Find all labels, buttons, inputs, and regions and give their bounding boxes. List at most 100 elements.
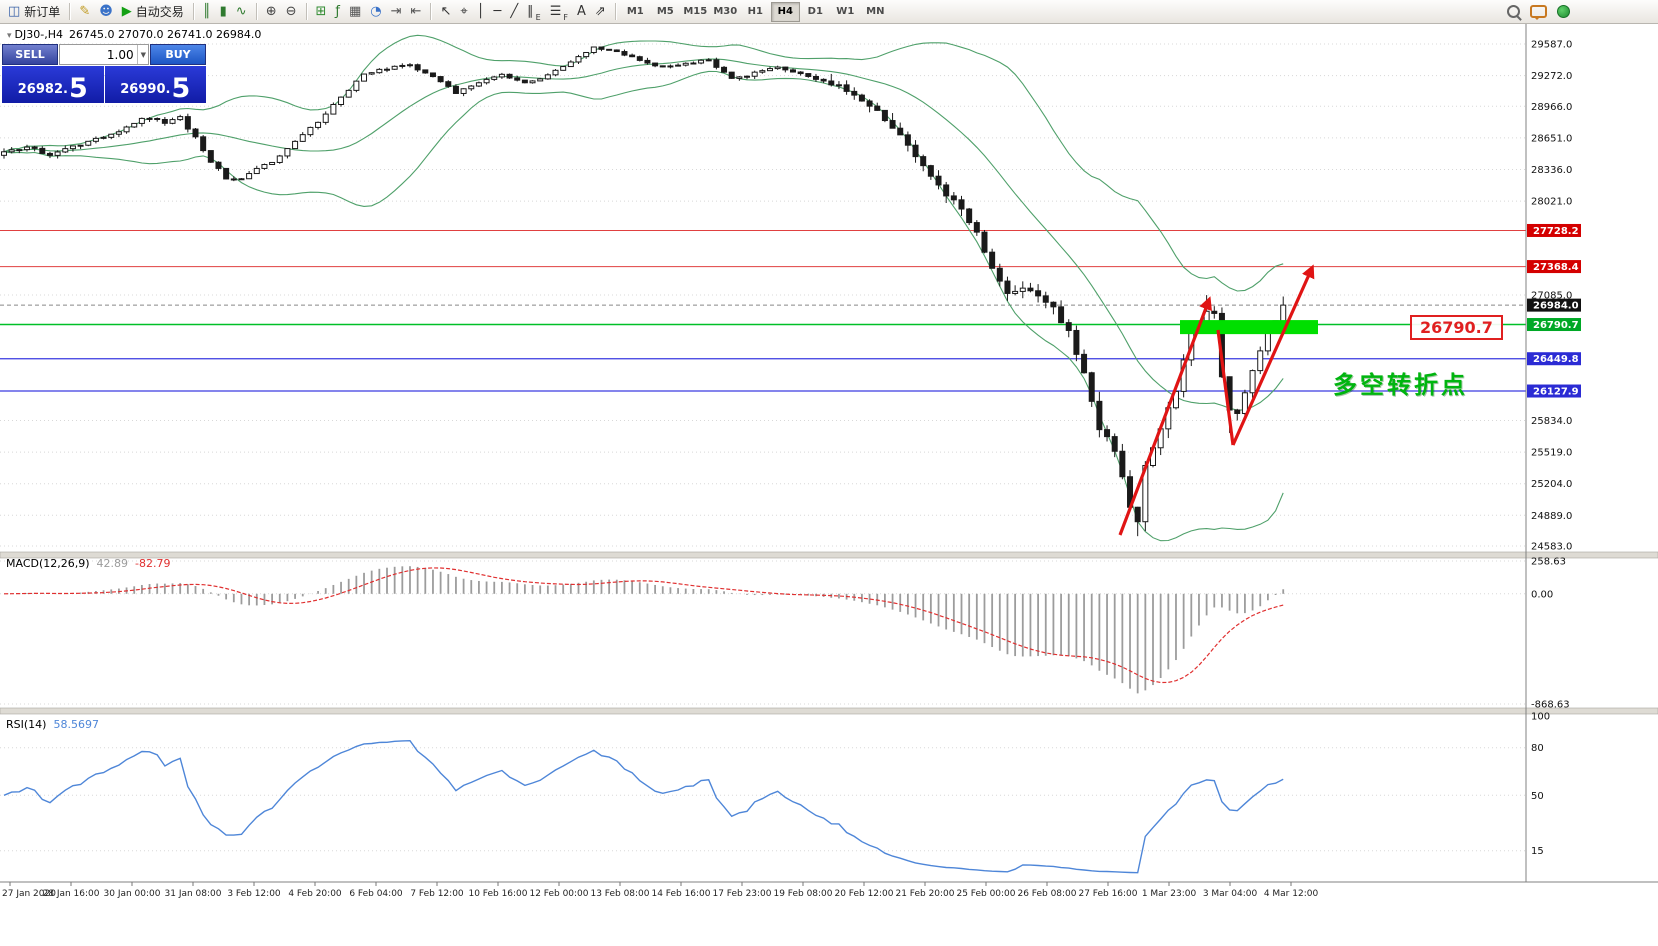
zoom-in-icon[interactable]: ⊕ [262,2,281,22]
timeframe-h4[interactable]: H4 [770,1,800,22]
auto-scroll-icon[interactable]: ⇥ [387,2,406,22]
turning-point-annotation[interactable]: 多空转折点 [1333,371,1468,399]
chart-menu-icon[interactable]: ▾ [7,31,12,41]
rsi-line [3,739,1284,874]
profiles-icon-glyph: ◔ [370,4,382,19]
volume-input[interactable]: 1.00 ▼ [59,44,149,65]
volume-dropdown-icon[interactable]: ▼ [136,45,146,64]
timeframe-m5[interactable]: M5 [656,6,674,17]
auto-trading-button-label: 自动交易 [135,5,184,19]
sell-price-main: 26982. [17,82,68,97]
text-icon[interactable]: A [573,2,590,22]
volume-value: 1.00 [106,47,134,62]
macd-name: MACD(12,26,9) [6,557,90,570]
bar-chart-icon[interactable]: ║ [199,2,215,22]
metaeditor-icon[interactable]: ✎ [75,2,94,22]
toolbar-separator [430,3,432,20]
fibonacci-icon[interactable]: ☰ F [546,2,572,22]
sell-price[interactable]: 26982. 5 [2,66,104,103]
rsi-indicator-label: RSI(14) 58.5697 [6,718,99,731]
buy-button[interactable]: BUY [150,44,206,65]
zone-price-label[interactable]: 26790.7 [1410,315,1503,340]
splitter-main-macd[interactable] [0,551,1658,559]
auto-scroll-icon-glyph: ⇥ [390,4,402,19]
zoom-out-icon[interactable]: ⊖ [282,2,301,22]
bollinger-upper-band [3,34,1284,292]
axis-tag-26449.8[interactable] [1527,352,1581,366]
sell-button[interactable]: SELL [2,44,58,65]
tile-windows-icon[interactable]: ⊞ [312,2,331,22]
templates-icon[interactable]: ▦ [345,2,365,22]
community-icon[interactable]: ☻ [95,2,117,22]
trend-arrow-2[interactable] [1216,329,1235,446]
svg-text:3 Feb 12:00: 3 Feb 12:00 [227,889,281,899]
svg-text:28 Jan 16:00: 28 Jan 16:00 [43,889,100,899]
chat-icon[interactable] [1530,5,1547,20]
svg-text:15: 15 [1531,846,1544,857]
macd-panel [0,560,1526,705]
svg-text:29272.0: 29272.0 [1531,71,1572,82]
svg-text:24583.0: 24583.0 [1531,541,1572,552]
splitter-macd-rsi[interactable] [0,707,1658,715]
vertical-line-icon[interactable]: │ [473,2,489,22]
line-chart-icon[interactable]: ∿ [232,2,251,22]
svg-text:80: 80 [1531,743,1544,754]
tile-windows-icon-glyph: ⊞ [315,4,327,19]
svg-text:25834.0: 25834.0 [1531,416,1572,427]
cursor-icon[interactable]: ↖ [436,2,455,22]
candlestick-chart-icon[interactable]: ▮ [216,2,231,22]
timeframe-m30[interactable]: M30 [713,6,738,17]
svg-text:29587.0: 29587.0 [1531,40,1572,51]
rsi-panel [0,739,1526,874]
trendline-icon[interactable]: ╱ [506,2,522,22]
timeframe-mn[interactable]: MN [866,6,885,17]
rsi-name: RSI(14) [6,718,47,731]
connection-icon[interactable] [1557,5,1570,18]
timeframe-m1[interactable]: M1 [626,6,644,17]
svg-text:25204.0: 25204.0 [1531,479,1572,490]
svg-text:26127.9: 26127.9 [1533,387,1579,398]
equidistant-channel-icon[interactable]: ∥ E [523,2,545,22]
trend-arrows [1118,264,1315,536]
horizontal-line-icon[interactable]: ─ [490,2,506,22]
axis-tag-26984.0[interactable] [1527,298,1581,312]
axis-tag-26790.7[interactable] [1527,318,1581,332]
indicators-icon[interactable]: ƒ [331,2,344,22]
chart-shift-icon[interactable]: ⇤ [407,2,426,22]
trend-arrow-3[interactable] [1231,264,1315,446]
svg-text:26449.8: 26449.8 [1533,354,1579,365]
timeframe-m15[interactable]: M15 [683,6,708,17]
bar-chart-icon-glyph: ║ [202,4,211,19]
toolbar-separator [192,3,194,20]
buy-price[interactable]: 26990. 5 [104,66,206,103]
fibonacci-icon-subscript: F [563,12,568,22]
new-order-button[interactable]: ◫ 新订单 [4,2,64,22]
price-axis[interactable]: 29587.0 29272.0 28966.0 28651.0 28336.0 28021… [1527,40,1581,858]
timeframe-w1[interactable]: W1 [836,6,855,17]
axis-tag-27368.4[interactable] [1527,260,1581,274]
vertical-line-icon-glyph: │ [476,4,485,19]
crosshair-icon[interactable]: ⌖ [456,2,471,22]
axis-tag-26127.9[interactable] [1527,384,1581,398]
profiles-icon[interactable]: ◔ [366,2,385,22]
timeframe-d1[interactable]: D1 [807,6,823,17]
svg-text:4 Mar 12:00: 4 Mar 12:00 [1264,889,1319,899]
trend-arrow-1[interactable] [1118,296,1212,536]
svg-text:10 Feb 16:00: 10 Feb 16:00 [468,889,527,899]
search-icon[interactable] [1507,5,1520,18]
candlestick-chart-icon-glyph: ▮ [219,4,227,19]
horizontal-line-icon-glyph: ─ [493,4,502,19]
arrows-icon[interactable]: ⇗ [591,2,610,22]
macd-main-value: 42.89 [96,557,129,570]
timeframe-h1[interactable]: H1 [747,6,763,17]
axis-tag-27728.2[interactable] [1527,223,1581,237]
auto-trading-button[interactable]: ▶ 自动交易 [118,2,188,22]
equidistant-channel-icon-glyph: ∥ [527,4,534,19]
community-icon-glyph: ☻ [99,4,113,19]
svg-text:28966.0: 28966.0 [1531,102,1572,113]
toolbar-separator [305,3,307,20]
toolbar-right-icons [1507,5,1570,20]
chart-canvas[interactable]: 29587.0 29272.0 28966.0 28651.0 28336.0 28021… [0,24,1658,946]
toolbar: ◫ 新订单 ✎ ☻ ▶ 自动交易 ║ ▮ ∿ ⊕ ⊖ ⊞ ƒ ▦ ◔ ⇥ ⇤ ↖ ⌖ │ ─ ╱ ∥ E ☰ F A ⇗ M1 M5 M15… [0,0,1658,24]
